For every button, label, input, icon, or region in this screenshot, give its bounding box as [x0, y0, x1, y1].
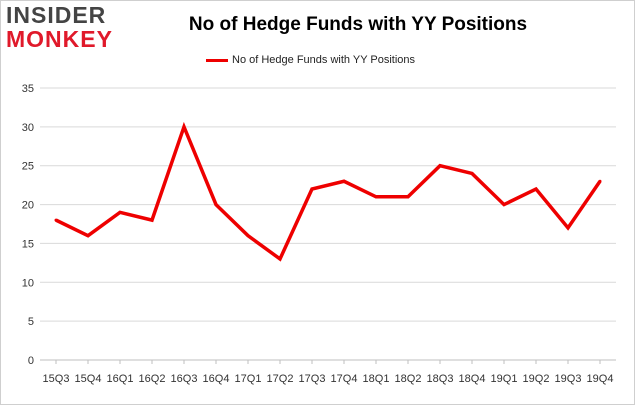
insider-monkey-logo: INSIDER MONKEY	[6, 2, 112, 52]
data-point	[246, 234, 250, 238]
data-point	[470, 171, 474, 175]
x-tick-label: 16Q3	[171, 373, 198, 385]
data-point	[374, 195, 378, 199]
x-tick-label: 17Q1	[235, 373, 262, 385]
x-tick-label: 15Q4	[75, 373, 102, 385]
data-point	[150, 218, 154, 222]
y-tick-label: 5	[28, 316, 34, 328]
x-tick-label: 18Q1	[363, 373, 390, 385]
data-point	[502, 203, 506, 207]
series-line	[55, 121, 602, 262]
x-tick-label: 19Q2	[523, 373, 550, 385]
y-tick-label: 35	[22, 83, 34, 95]
x-tick-label: 17Q3	[299, 373, 326, 385]
legend-swatch	[206, 59, 228, 62]
x-tick-label: 16Q4	[203, 373, 230, 385]
x-tick-label: 17Q2	[267, 373, 294, 385]
y-tick-label: 15	[22, 238, 34, 250]
x-tick-label: 19Q4	[587, 373, 614, 385]
data-point	[566, 226, 570, 230]
data-point	[438, 164, 442, 168]
data-point	[598, 179, 602, 183]
data-point	[342, 179, 346, 183]
x-tick-label: 16Q2	[139, 373, 166, 385]
x-tick-label: 18Q4	[459, 373, 486, 385]
x-tick-label: 17Q4	[331, 373, 358, 385]
data-point	[182, 125, 186, 129]
chart-title: No of Hedge Funds with YY Positions	[188, 14, 528, 35]
x-tick-label: 15Q3	[43, 373, 70, 385]
data-point	[406, 195, 410, 199]
data-point	[310, 187, 314, 191]
y-tick-label: 30	[22, 122, 34, 134]
data-point	[534, 187, 538, 191]
logo-text-insider: INSIDER	[6, 2, 107, 28]
x-tick-label: 18Q2	[395, 373, 422, 385]
data-point	[54, 218, 58, 222]
logo-text-monkey: MONKEY	[6, 26, 113, 52]
legend-label: No of Hedge Funds with YY Positions	[232, 54, 416, 66]
y-tick-label: 25	[22, 161, 34, 173]
data-point	[214, 203, 218, 207]
y-tick-label: 10	[22, 277, 34, 289]
x-tick-label: 16Q1	[107, 373, 134, 385]
x-tick-label: 19Q1	[491, 373, 518, 385]
data-point	[118, 210, 122, 214]
y-tick-label: 0	[28, 355, 34, 367]
x-tick-label: 18Q3	[427, 373, 454, 385]
y-tick-label: 20	[22, 200, 34, 212]
data-point	[278, 257, 282, 261]
data-point	[86, 234, 90, 238]
x-tick-label: 19Q3	[555, 373, 582, 385]
